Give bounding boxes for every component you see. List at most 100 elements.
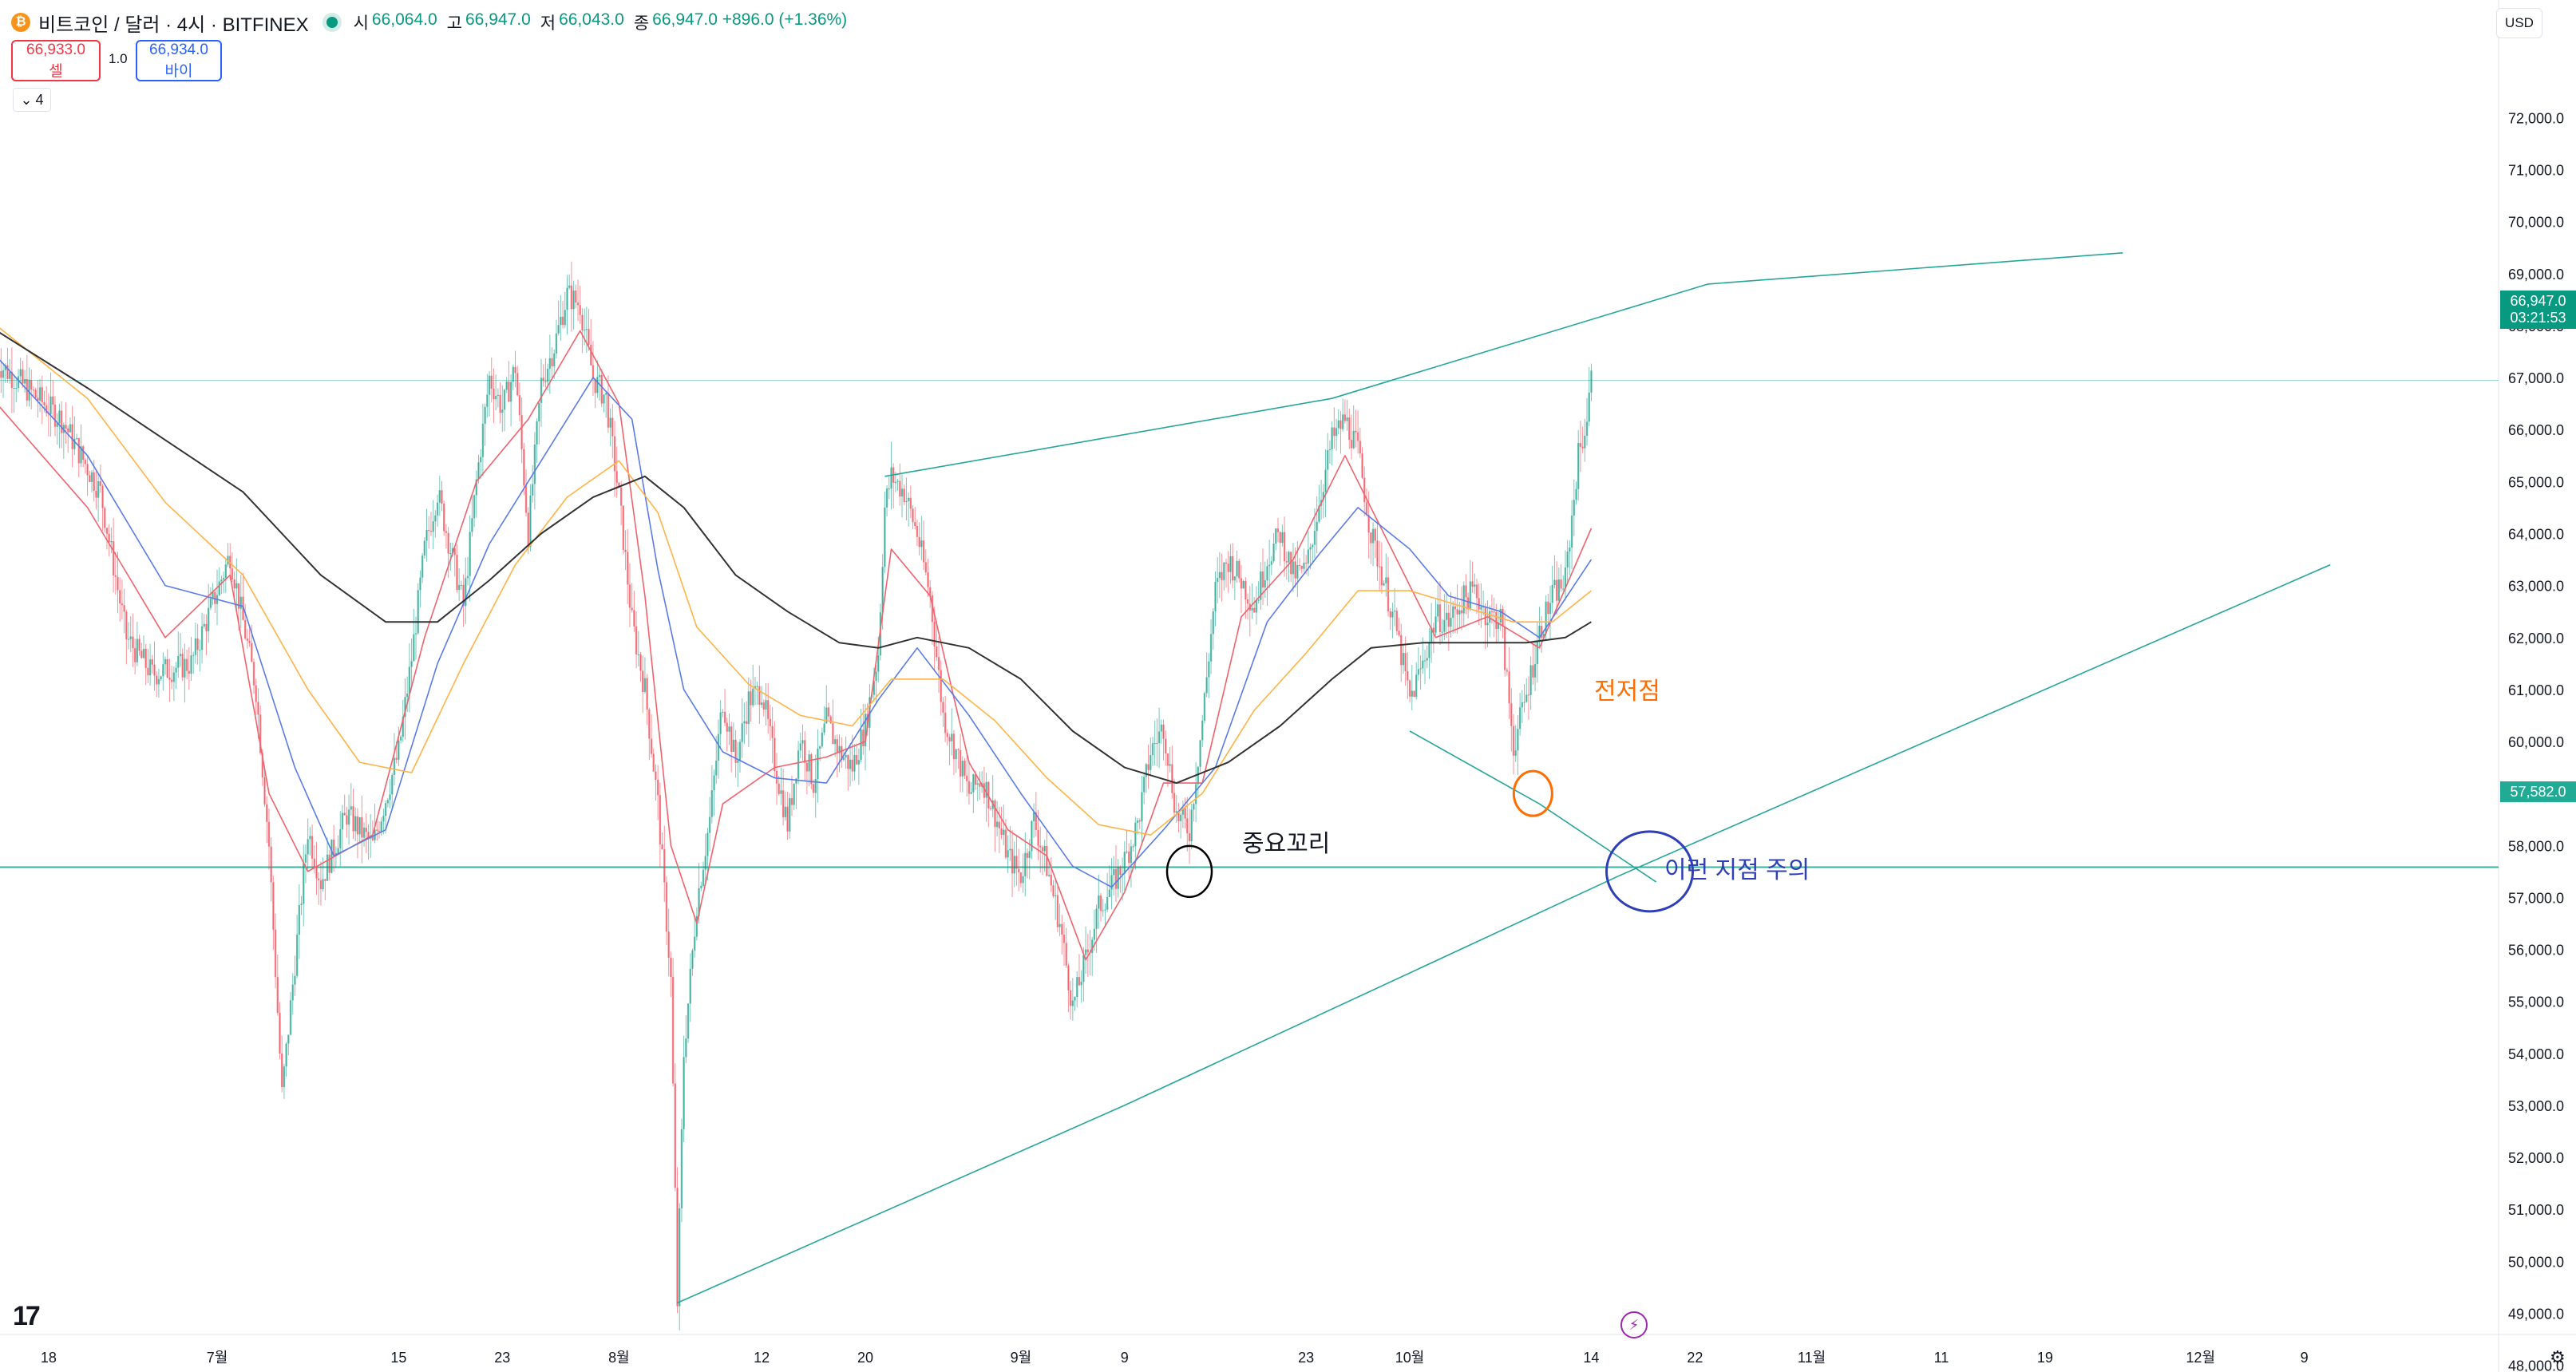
moving-average-orange — [0, 327, 1592, 836]
candle-body — [1279, 532, 1281, 544]
annotation-watch-point[interactable]: 이런 지점 주의 — [1664, 857, 1810, 884]
candle-body — [1240, 578, 1243, 589]
candle-body — [1084, 949, 1087, 955]
candle-body — [1529, 665, 1532, 695]
candle-body — [1508, 671, 1510, 704]
candle-body — [1312, 544, 1314, 548]
candle-body — [429, 531, 433, 532]
candle-body — [1069, 990, 1072, 1006]
candle-body — [389, 794, 391, 801]
gear-icon[interactable]: ⚙ — [2550, 1347, 2566, 1367]
candle-body — [1484, 607, 1487, 626]
y-tick-label: 52,000.0 — [2508, 1150, 2564, 1166]
candle-body — [833, 739, 837, 745]
candle-body — [1350, 440, 1353, 449]
candle-body — [1456, 609, 1458, 615]
candle-body — [877, 655, 880, 672]
candle-body — [679, 1208, 681, 1307]
candle-body — [1514, 750, 1517, 756]
candle-body — [581, 314, 584, 331]
candle-body — [994, 800, 996, 828]
candle-body — [622, 505, 625, 550]
candle-body — [922, 540, 925, 563]
candle-body — [1246, 599, 1249, 604]
candle-body — [825, 707, 828, 724]
candle-body — [896, 480, 899, 482]
candle-body — [1553, 579, 1556, 585]
y-tick-label: 63,000.0 — [2508, 579, 2564, 595]
candle-body — [1423, 660, 1426, 662]
y-tick-label: 51,000.0 — [2508, 1202, 2564, 1218]
candle-body — [1383, 583, 1385, 586]
candle-body — [200, 626, 204, 650]
candle-body — [361, 816, 363, 838]
candle-body — [237, 583, 240, 609]
candle-body — [1142, 777, 1146, 793]
candle-body — [756, 686, 758, 687]
x-tick-label: 12 — [754, 1350, 770, 1366]
indicators-toggle[interactable]: ⌄ 4 — [13, 88, 51, 112]
candle-body — [1268, 564, 1271, 567]
candle-body — [19, 369, 22, 377]
symbol-title[interactable]: 비트코인 / 달러 · 4시 · BITFINEX — [38, 14, 309, 36]
candle-body — [73, 438, 76, 449]
candle-body — [665, 882, 668, 932]
candle-body — [1201, 720, 1204, 741]
candle-body — [1348, 417, 1351, 441]
candle-body — [160, 676, 162, 679]
candle-body — [1117, 866, 1119, 889]
candle-body — [1078, 977, 1081, 986]
candle-body — [1203, 693, 1206, 721]
x-tick-label: 9 — [2301, 1350, 2309, 1366]
candle-body — [1365, 502, 1368, 516]
candle-body — [1588, 392, 1590, 422]
candle-body — [784, 806, 787, 817]
candle-body — [527, 512, 529, 548]
lightning-icon[interactable]: ⚡ — [1620, 1311, 1648, 1338]
candle-body — [1503, 627, 1506, 670]
candle-body — [732, 739, 735, 752]
candle-body — [708, 816, 711, 833]
currency-button[interactable]: USD — [2496, 8, 2542, 38]
candle-body — [356, 816, 359, 835]
candle-body — [367, 832, 370, 839]
candle-body — [637, 654, 639, 655]
candle-body — [512, 366, 515, 382]
candle-body — [590, 344, 592, 366]
candle-body — [786, 806, 789, 832]
tradingview-logo-icon[interactable]: 17 — [13, 1301, 41, 1331]
candle-body — [1216, 578, 1219, 582]
candle-body — [97, 480, 100, 498]
buy-button[interactable]: 66,934.0 바이 — [136, 40, 222, 81]
y-tick-label: 72,000.0 — [2508, 110, 2564, 126]
candle-body — [251, 643, 253, 662]
candle-body — [888, 488, 890, 490]
candle-body — [285, 1043, 287, 1067]
candle-body — [386, 800, 390, 804]
candle-body — [432, 521, 434, 532]
candle-body — [818, 746, 821, 749]
annotation-previous-low[interactable]: 전저점 — [1594, 678, 1660, 705]
candle-body — [1261, 571, 1264, 588]
candle-body — [518, 395, 521, 416]
candle-body — [203, 623, 205, 627]
candle-body — [90, 472, 93, 482]
candle-body — [194, 638, 197, 655]
candle-body — [805, 762, 809, 772]
candle-body — [95, 490, 97, 498]
y-tick-label: 50,000.0 — [2508, 1254, 2564, 1270]
candle-body — [49, 396, 52, 414]
candle-body — [924, 562, 927, 573]
candle-body — [765, 700, 767, 710]
candle-body — [1138, 820, 1141, 822]
candle-body — [1136, 820, 1139, 823]
candle-body — [1218, 571, 1221, 579]
candle-body — [1275, 528, 1277, 544]
candle-body — [1462, 585, 1465, 614]
candle-body — [553, 353, 556, 366]
sell-button[interactable]: 66,933.0 셀 — [11, 40, 101, 81]
annotation-important-wick[interactable]: 중요꼬리 — [1242, 831, 1331, 857]
